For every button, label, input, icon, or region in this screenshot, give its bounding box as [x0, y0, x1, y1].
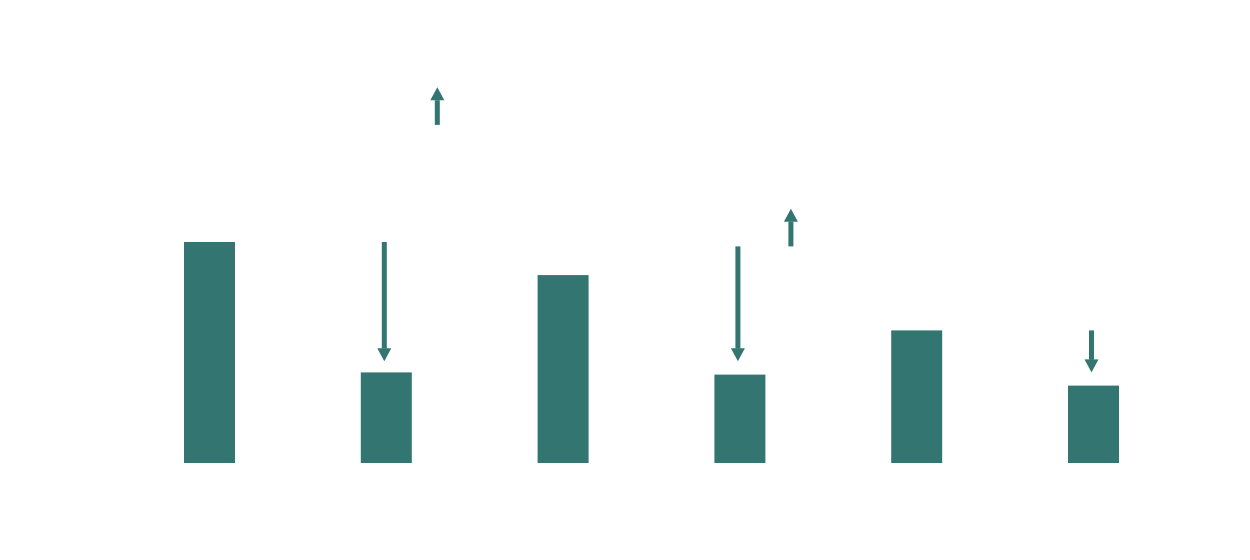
- arrow-shaft: [381, 242, 387, 349]
- annotation-arrows-layer: [377, 87, 1099, 373]
- arrow-down-5: [1084, 330, 1099, 373]
- arrow-head: [730, 348, 745, 362]
- bar-5: [891, 330, 943, 463]
- arrow-head: [430, 87, 445, 101]
- bar-1: [184, 242, 235, 463]
- arrow-shaft: [735, 246, 741, 349]
- arrow-up-1: [430, 87, 445, 125]
- arrow-down-4: [730, 246, 745, 362]
- arrow-shaft: [1089, 330, 1094, 360]
- arrow-head: [783, 208, 798, 222]
- bar-6: [1068, 385, 1119, 463]
- arrow-down-2: [377, 242, 392, 362]
- arrow-head: [1084, 359, 1099, 373]
- bar-3: [537, 275, 589, 463]
- arrow-head: [377, 348, 392, 362]
- arrow-up-3: [783, 208, 798, 247]
- arrow-shaft: [788, 221, 794, 247]
- bars-layer: [184, 242, 1119, 463]
- bar-4: [714, 374, 766, 463]
- bar-2: [360, 372, 412, 463]
- arrow-shaft: [434, 100, 440, 125]
